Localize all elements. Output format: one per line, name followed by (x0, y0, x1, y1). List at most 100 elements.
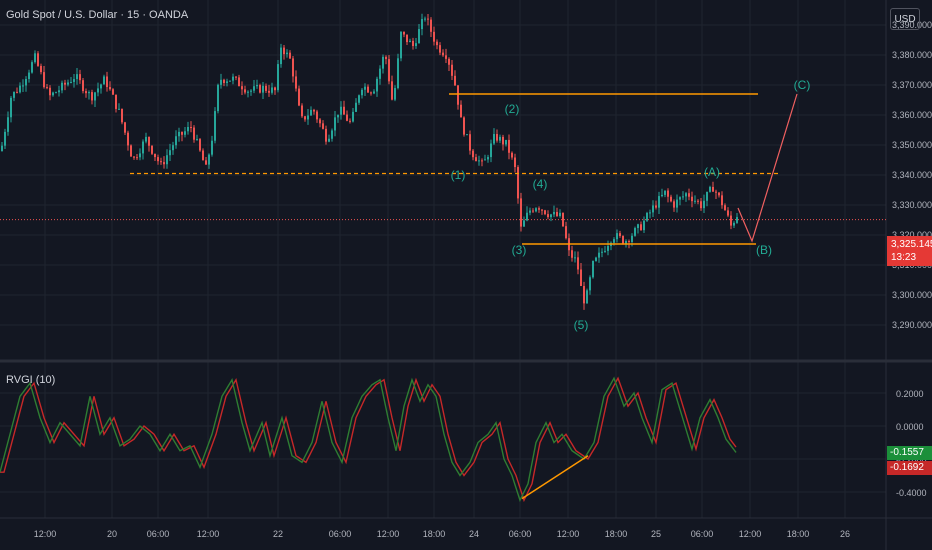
y-tick-label: 3,340.000 (892, 170, 932, 180)
candle-body (229, 80, 231, 82)
candle-body (367, 86, 369, 93)
candle-body (412, 40, 414, 47)
candle-body (220, 79, 222, 85)
candle-body (142, 141, 144, 154)
candle-body (403, 31, 405, 35)
candle-body (388, 59, 390, 82)
candle-body (4, 131, 6, 146)
candle-body (70, 81, 72, 83)
candle-body (544, 210, 546, 215)
candle-body (718, 192, 720, 196)
candle-body (562, 212, 564, 227)
candle-body (16, 91, 18, 93)
candle-body (475, 157, 477, 162)
candle-body (244, 89, 246, 93)
candle-body (553, 211, 555, 215)
x-tick-label: 24 (469, 529, 479, 539)
candle-body (109, 87, 111, 90)
candle-body (709, 186, 711, 192)
candle-body (271, 87, 273, 93)
candle-body (319, 119, 321, 124)
candle-body (376, 78, 378, 92)
candle-body (346, 114, 348, 121)
candle-body (580, 269, 582, 287)
rvgi-signal-line (0, 376, 737, 503)
candle-body (7, 117, 9, 132)
candle-body (565, 226, 567, 239)
candle-body (490, 143, 492, 158)
candle-body (352, 111, 354, 122)
candle-body (508, 139, 510, 153)
wave-label: (4) (533, 177, 548, 191)
candle-body (496, 134, 498, 141)
candle-body (187, 126, 189, 132)
wave-label: (3) (512, 243, 527, 257)
candle-body (571, 250, 573, 258)
candle-body (37, 53, 39, 66)
candle-body (379, 68, 381, 79)
candle-body (100, 84, 102, 89)
candle-body (442, 52, 444, 56)
x-tick-label: 06:00 (147, 529, 170, 539)
candle-body (160, 161, 162, 163)
candle-body (421, 19, 423, 30)
wave-label: (5) (574, 318, 589, 332)
candle-body (196, 139, 198, 141)
last-price-tag: 3,325.145 13:23 (887, 236, 932, 266)
candle-body (472, 150, 474, 158)
candle-body (130, 145, 132, 157)
candle-body (724, 205, 726, 211)
candle-body (337, 114, 339, 118)
candle-body (424, 18, 426, 20)
candle-body (127, 132, 129, 146)
candle-body (121, 108, 123, 123)
wave-label: (2) (505, 102, 520, 116)
candle-body (394, 88, 396, 100)
candle-body (274, 87, 276, 91)
x-tick-label: 26 (840, 529, 850, 539)
candle-body (25, 78, 27, 86)
currency-button[interactable]: USD (890, 8, 920, 30)
candle-body (118, 108, 120, 110)
candle-body (370, 92, 372, 94)
candle-body (481, 160, 483, 162)
candle-body (451, 64, 453, 76)
candle-body (133, 156, 135, 158)
candle-body (700, 201, 702, 209)
candle-body (694, 200, 696, 202)
candle-body (385, 56, 387, 60)
candle-body (91, 92, 93, 101)
candle-body (595, 257, 597, 261)
candle-body (532, 210, 534, 212)
candle-body (661, 194, 663, 197)
candle-body (103, 76, 105, 85)
candle-body (301, 105, 303, 117)
candle-body (34, 53, 36, 63)
x-tick-label: 06:00 (509, 529, 532, 539)
candle-body (418, 29, 420, 44)
candle-body (52, 92, 54, 96)
candle-body (85, 91, 87, 94)
x-tick-label: 12:00 (377, 529, 400, 539)
candle-body (673, 201, 675, 208)
candle-body (235, 76, 237, 78)
candle-body (649, 212, 651, 214)
candle-body (286, 52, 288, 55)
candle-body (574, 257, 576, 259)
candle-body (76, 74, 78, 80)
candle-body (415, 43, 417, 47)
rvgi-main-line (0, 376, 737, 503)
candle-body (538, 208, 540, 210)
x-tick-label: 12:00 (34, 529, 57, 539)
y-tick-label: 3,390.000 (892, 20, 932, 30)
candle-body (706, 191, 708, 201)
candle-body (712, 186, 714, 192)
candle-body (280, 47, 282, 65)
x-tick-label: 06:00 (691, 529, 714, 539)
candle-body (433, 31, 435, 42)
candle-body (208, 154, 210, 165)
candle-body (577, 257, 579, 270)
candle-body (586, 290, 588, 304)
candle-body (247, 91, 249, 93)
